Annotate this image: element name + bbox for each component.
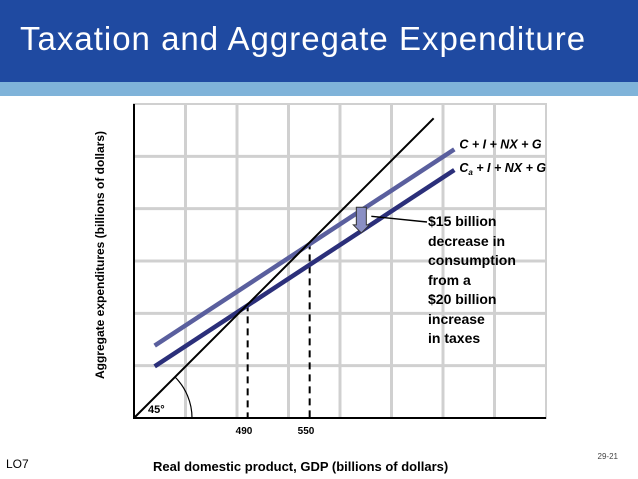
angle-arc	[174, 376, 193, 419]
chart-grid	[133, 103, 547, 419]
series-line-45deg	[133, 117, 435, 419]
series-label-upper: C + I + NX + G	[459, 137, 542, 151]
annotation-line: increase	[428, 310, 485, 327]
x-tick-label: 490	[236, 426, 253, 437]
x-tick-labels: 490 550	[236, 426, 315, 437]
series-label-lower: Ca + I + NX + G	[459, 161, 546, 177]
title-bar	[0, 0, 638, 82]
x-axis-label: Real domestic product, GDP (billions of …	[153, 459, 449, 474]
title-stripe	[0, 82, 638, 96]
angle-label: 45°	[148, 404, 165, 416]
annotation-pointer	[371, 215, 428, 223]
annotation-text: $15 billion decrease in consumption from…	[428, 212, 516, 349]
annotation-line: consumption	[428, 252, 516, 268]
learning-objective: LO7	[6, 457, 29, 471]
shift-down-arrow	[352, 206, 371, 234]
series-line-lower	[153, 168, 456, 369]
page-number: 29-21	[597, 452, 618, 461]
annotation-line: $15 billion	[428, 213, 497, 229]
series-labels: C + I + NX + G Ca + I + NX + G	[459, 137, 546, 177]
annotation-line: decrease in	[428, 232, 506, 249]
annotation-line: from a	[428, 271, 471, 288]
x-tick-label: 550	[298, 426, 315, 437]
y-axis-label: Aggregate expenditures (billions of doll…	[93, 130, 107, 380]
annotation-line: $20 billion	[428, 291, 497, 307]
series-lines	[133, 117, 456, 419]
annotation-line: in taxes	[428, 330, 481, 346]
page-title: Taxation and Aggregate Expenditure	[20, 20, 587, 57]
equilibrium-guides	[246, 242, 311, 418]
